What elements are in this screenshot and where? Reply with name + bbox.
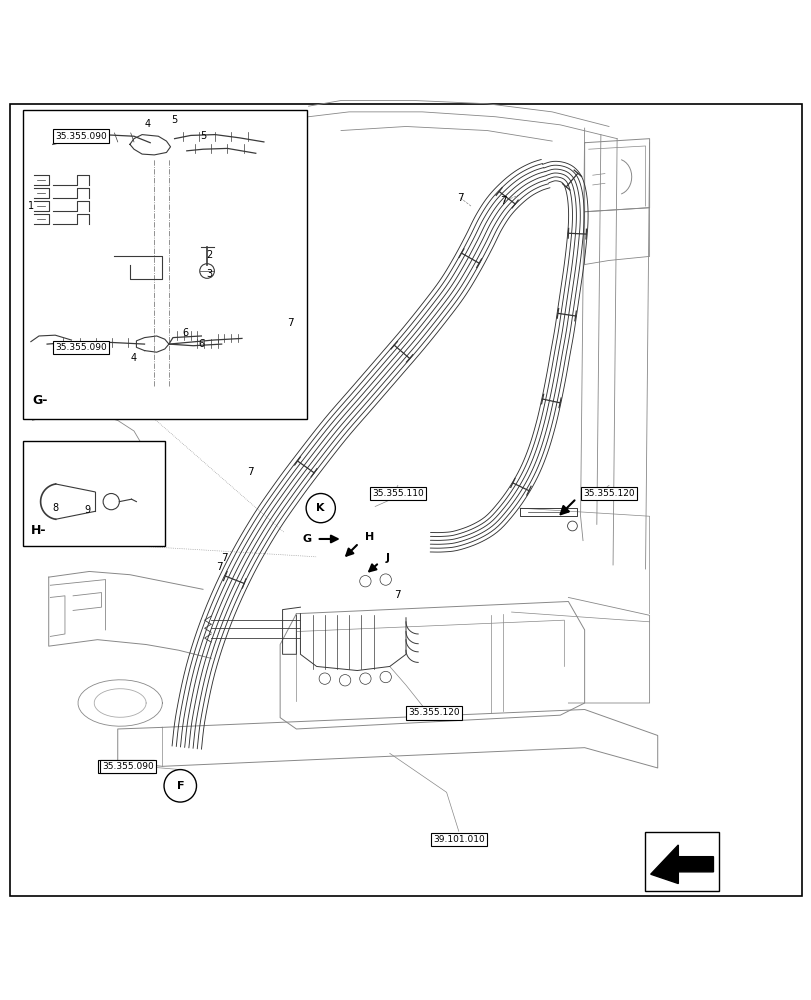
Text: 39.101.010: 39.101.010 <box>432 835 484 844</box>
Text: G: G <box>302 534 311 544</box>
Text: I: I <box>581 487 584 497</box>
Text: 7: 7 <box>500 196 506 206</box>
Text: 35.355.120: 35.355.120 <box>408 708 460 717</box>
Text: 35.355.120: 35.355.120 <box>582 489 634 498</box>
Bar <box>644 832 719 891</box>
Bar <box>23 441 165 546</box>
Text: 35.355.090: 35.355.090 <box>55 343 107 352</box>
Text: 4: 4 <box>131 353 137 363</box>
Text: 8: 8 <box>52 503 58 513</box>
Text: 1: 1 <box>28 201 34 211</box>
Text: 4: 4 <box>144 119 151 129</box>
Text: F: F <box>176 781 184 791</box>
Text: 5: 5 <box>200 131 206 141</box>
Text: 7: 7 <box>221 553 227 563</box>
Text: 6: 6 <box>198 339 204 349</box>
Text: 7: 7 <box>216 562 222 572</box>
Bar <box>23 110 307 419</box>
Text: 35.355.090: 35.355.090 <box>100 762 152 771</box>
Text: 9: 9 <box>84 505 91 515</box>
Text: 35.355.110: 35.355.110 <box>371 489 423 498</box>
Text: 7: 7 <box>247 467 253 477</box>
Text: 2: 2 <box>206 250 212 260</box>
Text: 3: 3 <box>206 269 212 279</box>
Text: 35.355.090: 35.355.090 <box>102 762 154 771</box>
Text: K: K <box>316 503 324 513</box>
Text: 7: 7 <box>457 193 463 203</box>
Text: 7: 7 <box>287 318 294 328</box>
Text: H-: H- <box>31 524 46 537</box>
Polygon shape <box>650 845 713 884</box>
Text: H: H <box>364 532 374 542</box>
Text: 5: 5 <box>171 115 178 125</box>
Text: 6: 6 <box>182 328 188 338</box>
Text: G-: G- <box>32 394 48 407</box>
Text: 7: 7 <box>394 590 401 600</box>
Text: J: J <box>385 553 388 563</box>
Text: 35.355.090: 35.355.090 <box>55 132 107 141</box>
